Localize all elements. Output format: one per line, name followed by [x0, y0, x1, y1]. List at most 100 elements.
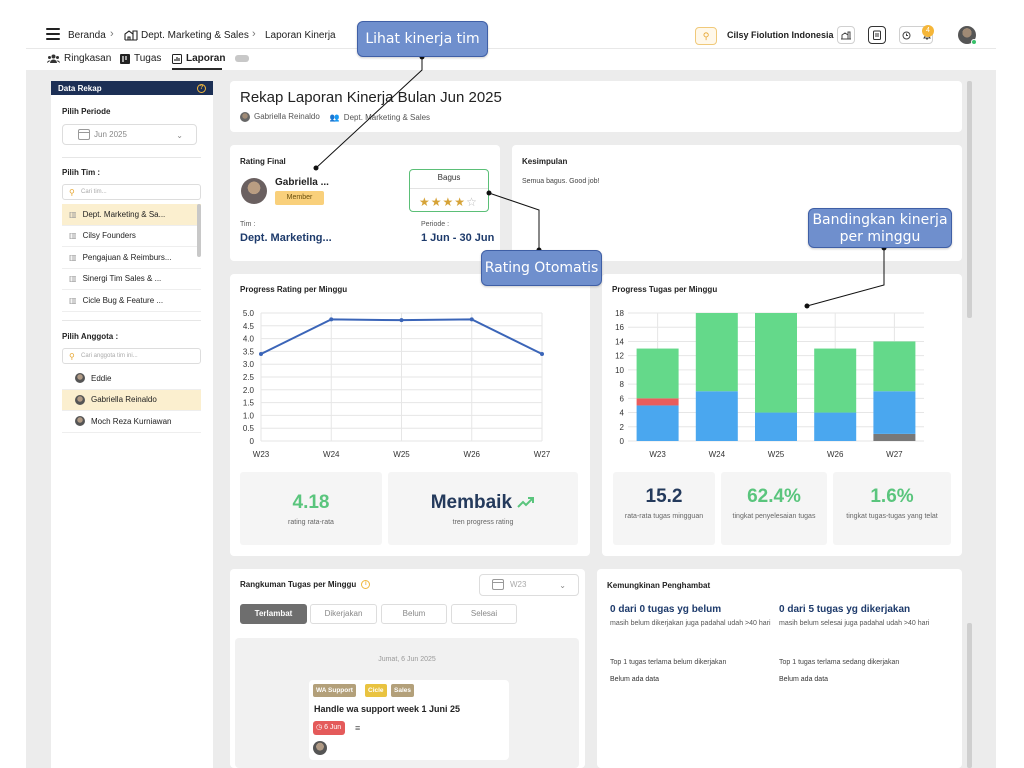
star-rating: ★★★★☆ [419, 195, 478, 209]
y-tick-label: 3.5 [243, 347, 255, 356]
x-tick-label: W25 [768, 450, 785, 459]
team-item[interactable]: ▥ Sinergi Tim Sales & ... [62, 269, 201, 290]
star-filled-icon: ★ [454, 195, 467, 209]
team-item[interactable]: ▥ Cilsy Founders [62, 226, 201, 247]
report-header-card: Rekap Laporan Kinerja Bulan Jun 2025 Gab… [230, 81, 962, 132]
sidebar-header: Data Rekap ? [51, 81, 213, 95]
search-icon: ⚲ [69, 352, 75, 361]
tab-dikerjakan[interactable]: Dikerjakan [310, 604, 377, 624]
week-select[interactable]: W23 ⌄ [479, 574, 579, 596]
search-icon: ⚲ [69, 188, 75, 197]
rating-final-card: Rating Final Gabriella ... Member Bagus … [230, 145, 500, 261]
member-item[interactable]: Eddie [62, 368, 201, 390]
team-item[interactable]: ▥ Cicle Bug & Feature ... [62, 290, 201, 312]
week-value: W23 [510, 580, 527, 589]
y-tick-label: 14 [615, 337, 624, 346]
main-scrollbar[interactable] [967, 81, 972, 318]
period-field-value: 1 Jun - 30 Jun [421, 232, 495, 244]
clipboard-icon[interactable] [868, 26, 886, 44]
team-search-input[interactable]: ⚲ Cari tim... [62, 184, 201, 200]
task-bar-segment [636, 348, 679, 399]
task-bar-segment [636, 398, 679, 406]
y-tick-label: 2.0 [243, 386, 255, 395]
tab-belum[interactable]: Belum [381, 604, 447, 624]
task-bar-segment [755, 313, 797, 413]
due-date-badge: ◷ 6 Jun [313, 721, 346, 735]
member-item[interactable]: Moch Reza Kurniawan [62, 411, 201, 433]
tab-terlambat[interactable]: Terlambat [240, 604, 307, 624]
team-list-scrollbar[interactable] [197, 204, 201, 257]
x-tick-label: W25 [393, 450, 410, 459]
breadcrumb-home[interactable]: Beranda [68, 30, 106, 41]
search-icon[interactable]: ⚲ [695, 27, 717, 45]
office-icon[interactable] [837, 26, 855, 44]
hamburger-menu-icon[interactable] [46, 28, 60, 40]
chart-title: Progress Rating per Minggu [240, 285, 348, 294]
sidebar-title: Data Rekap [58, 83, 102, 93]
y-tick-label: 5.0 [243, 309, 255, 318]
info-icon[interactable]: i [361, 580, 371, 589]
history-icon[interactable] [902, 31, 911, 40]
office-icon: ▥ [69, 274, 77, 284]
y-tick-label: 4 [620, 409, 625, 418]
task-bar-segment [814, 348, 857, 413]
y-tick-label: 3.0 [243, 360, 255, 369]
y-tick-label: 6 [620, 394, 625, 403]
blocker-scrollbar[interactable] [967, 623, 972, 768]
x-tick-label: W27 [886, 450, 903, 459]
task-bar-segment [814, 412, 857, 441]
tab-label: Ringkasan [64, 53, 112, 64]
stat-weekly-tasks: 15.2 rata-rata tugas mingguan [613, 472, 715, 545]
organization-name[interactable]: Cilsy Fiolution Indonesia [727, 30, 834, 40]
x-tick-label: W23 [253, 450, 270, 459]
more-tabs-icon[interactable] [235, 55, 249, 62]
x-tick-label: W24 [323, 450, 340, 459]
blocker-subtitle: Top 1 tugas terlama belum dikerjakan [610, 659, 727, 666]
rating-line-chart: 0 0.5 1.0 1.5 2.0 2.5 3.0 3.5 4.0 4.5 5.0 W23 W24 W25… [243, 309, 551, 459]
team-item[interactable]: ▥ Pengajuan & Reimburs... [62, 247, 201, 269]
y-tick-label: 1.5 [243, 399, 255, 408]
top-bar: Beranda › Dept. Marketing & Sales › Lapo… [26, 18, 996, 50]
member-search-input[interactable]: ⚲ Cari anggota tim ini... [62, 348, 201, 364]
avatar [75, 394, 85, 405]
team-item[interactable]: ▥ Dept. Marketing & Sa... [62, 204, 201, 226]
period-select[interactable]: Jun 2025 ⌄ [62, 124, 197, 145]
task-tag: WA Support [313, 684, 356, 697]
data-recap-sidebar: Data Rekap ? Pilih Periode Jun 2025 ⌄ Pi… [51, 81, 213, 768]
notification-badge: 4 [922, 25, 934, 37]
member-item[interactable]: Gabriella Reinaldo [62, 389, 201, 411]
star-empty-icon: ☆ [466, 195, 478, 209]
task-card[interactable]: WA Support Cicle Sales Handle wa support… [309, 680, 509, 760]
rating-point [469, 317, 474, 322]
y-tick-label: 0 [620, 437, 625, 446]
period-label: Pilih Periode [62, 107, 111, 116]
tab-ringkasan[interactable]: Ringkasan [47, 53, 111, 64]
blocker-subtitle: Top 1 tugas terlama sedang dikerjakan [779, 659, 900, 666]
stat-completion-rate: 62.4% tingkat penyelesaian tugas [721, 472, 827, 545]
task-title: Handle wa support week 1 Juni 25 [314, 704, 461, 714]
avatar [313, 741, 327, 755]
tab-selesai[interactable]: Selesai [451, 604, 517, 624]
rating-box: Bagus ★★★★☆ [409, 169, 489, 212]
breadcrumb-department[interactable]: Dept. Marketing & Sales [141, 30, 249, 41]
active-tab-indicator [172, 68, 222, 70]
trend-up-icon [517, 496, 535, 508]
star-filled-icon: ★ [430, 195, 443, 209]
office-icon: ▥ [69, 252, 77, 262]
avatar [75, 416, 85, 427]
report-meta: Gabriella Reinaldo 👥 Dept. Marketing & Sa… [240, 112, 430, 122]
weekly-task-summary-card: Rangkuman Tugas per Minggu i W23 ⌄ Terlam… [230, 569, 585, 768]
y-tick-label: 18 [615, 309, 624, 318]
member-list: Eddie Gabriella Reinaldo Moch Reza Kurni… [62, 368, 201, 433]
card-title: Kemungkinan Penghambat [607, 581, 711, 590]
y-tick-label: 4.5 [243, 322, 255, 331]
blocker-headline: 0 dari 5 tugas yg dikerjakan [779, 604, 911, 615]
stat-late-rate: 1.6% tingkat tugas-tugas yang telat [833, 472, 951, 545]
empty-state: Belum ada data [779, 676, 829, 683]
calendar-icon [492, 579, 504, 590]
tab-laporan[interactable]: Laporan [172, 53, 225, 64]
task-list-area: Jumat, 6 Jun 2025 WA Support Cicle Sales… [235, 638, 579, 768]
y-tick-label: 4.0 [243, 335, 255, 344]
tab-tugas[interactable]: Tugas [120, 53, 161, 64]
help-icon[interactable]: ? [197, 83, 206, 93]
